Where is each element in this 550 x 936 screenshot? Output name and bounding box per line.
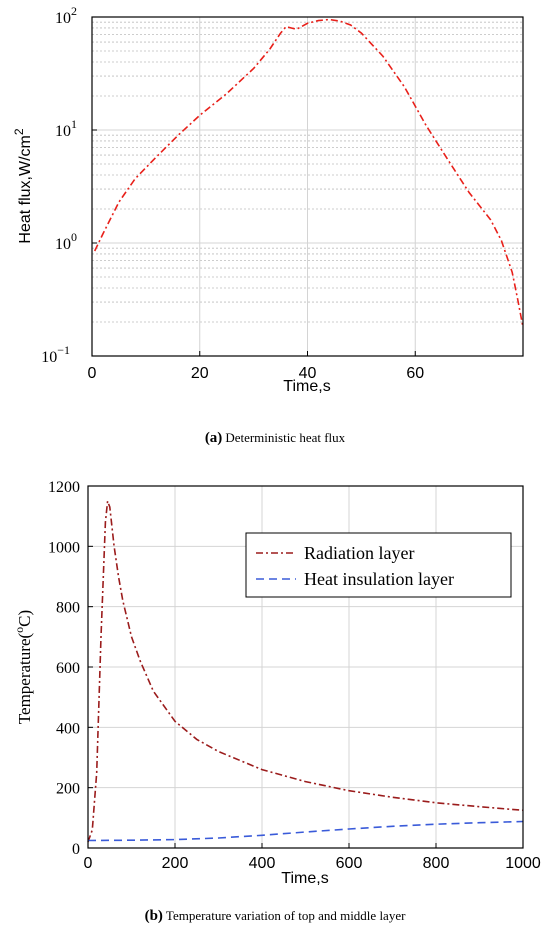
chart-a-caption: (a) Deterministic heat flux	[205, 430, 346, 446]
chart-a-y-tick-exp: 1	[71, 117, 77, 131]
chart-a-x-tick-label: 20	[191, 365, 209, 382]
chart-b-series-line	[87, 500, 524, 843]
chart-a-y-tick-exp: 0	[71, 230, 77, 244]
chart-a-series-line	[93, 18, 524, 328]
chart-b-x-tick-label: 600	[336, 855, 363, 872]
chart-b-x-axis-label: Time,s	[281, 870, 328, 887]
chart-a-x-axis-label: Time,s	[283, 378, 330, 395]
chart-a-y-axis-label-main: Heat flux,W/cm	[17, 135, 34, 243]
chart-b-x-ticks: 0 200 400 600 800 1000	[84, 843, 541, 872]
chart-b: 0 200 400 600 800 1000 020040060080010001200 …	[12, 479, 541, 924]
chart-a-x-tick-label: 60	[406, 365, 424, 382]
chart-a-caption-label: (a)	[205, 430, 223, 446]
chart-a-x-ticks: 0 20 40 60	[88, 351, 424, 382]
chart-b-y-tick-label: 400	[56, 720, 80, 737]
chart-b-legend: Radiation layer Heat insulation layer	[245, 532, 512, 598]
chart-b-x-tick-label: 200	[162, 855, 189, 872]
chart-a-x-tick-label: 40	[299, 365, 317, 382]
chart-b-series-line	[87, 820, 524, 842]
chart-b-y-axis-label-end: C)	[15, 610, 34, 627]
chart-a-y-axis-label: Heat flux,W/cm2	[12, 128, 34, 243]
chart-a-y-tick-base: 10	[55, 123, 71, 140]
chart-b-y-tick-label: 1000	[48, 539, 80, 556]
chart-b-x-tick-label: 0	[84, 855, 93, 872]
chart-a-y-tick-label: 102	[55, 4, 77, 27]
chart-b-series	[87, 500, 524, 843]
chart-b-y-tick-label: 600	[56, 660, 80, 677]
chart-b-y-tick-label: 800	[56, 600, 80, 617]
chart-a-x-tick-label: 0	[88, 365, 97, 382]
chart-a-y-tick-base: 10	[55, 236, 71, 253]
chart-b-y-tick-label: 200	[56, 781, 80, 798]
chart-a-y-tick-base: 10	[55, 10, 71, 27]
chart-b-y-ticks: 0 200 400 600 800 1000 1200	[48, 479, 93, 858]
chart-b-y-tick-label: 1200	[48, 479, 80, 496]
chart-a-caption-text: Deterministic heat flux	[225, 430, 345, 445]
chart-b-caption-label: (b)	[145, 908, 163, 924]
chart-b-legend-label-radiation: Radiation layer	[304, 543, 414, 563]
chart-b-legend-label-insulation: Heat insulation layer	[304, 569, 454, 589]
chart-b-x-tick-label: 800	[423, 855, 450, 872]
chart-b-caption-text: Temperature variation of top and middle …	[166, 908, 406, 923]
chart-b-y-axis-label-main: Temperature(	[15, 633, 34, 725]
chart-a-y-tick-exp: 2	[71, 4, 77, 18]
chart-a-y-tick-label: 101	[55, 117, 77, 140]
chart-b-y-axis-label-sup: o	[12, 627, 26, 633]
chart-b-y-axis-label: Temperature(oC)	[12, 610, 34, 724]
chart-a-y-tick-label: 10−1	[41, 343, 70, 366]
chart-a-series	[93, 18, 524, 328]
chart-b-caption: (b) Temperature variation of top and midd…	[145, 908, 407, 924]
chart-b-x-tick-label: 1000	[505, 855, 541, 872]
chart-b-legend-box	[245, 532, 512, 598]
chart-b-x-tick-label: 400	[249, 855, 276, 872]
chart-b-y-tick-label: 0	[72, 841, 80, 858]
chart-a-y-tick-base: 10	[41, 349, 57, 366]
chart-a-y-tick-exp: −1	[57, 343, 70, 357]
chart-a-y-tick-label: 100	[55, 230, 77, 253]
chart-a-y-axis-label-sup: 2	[12, 128, 26, 135]
